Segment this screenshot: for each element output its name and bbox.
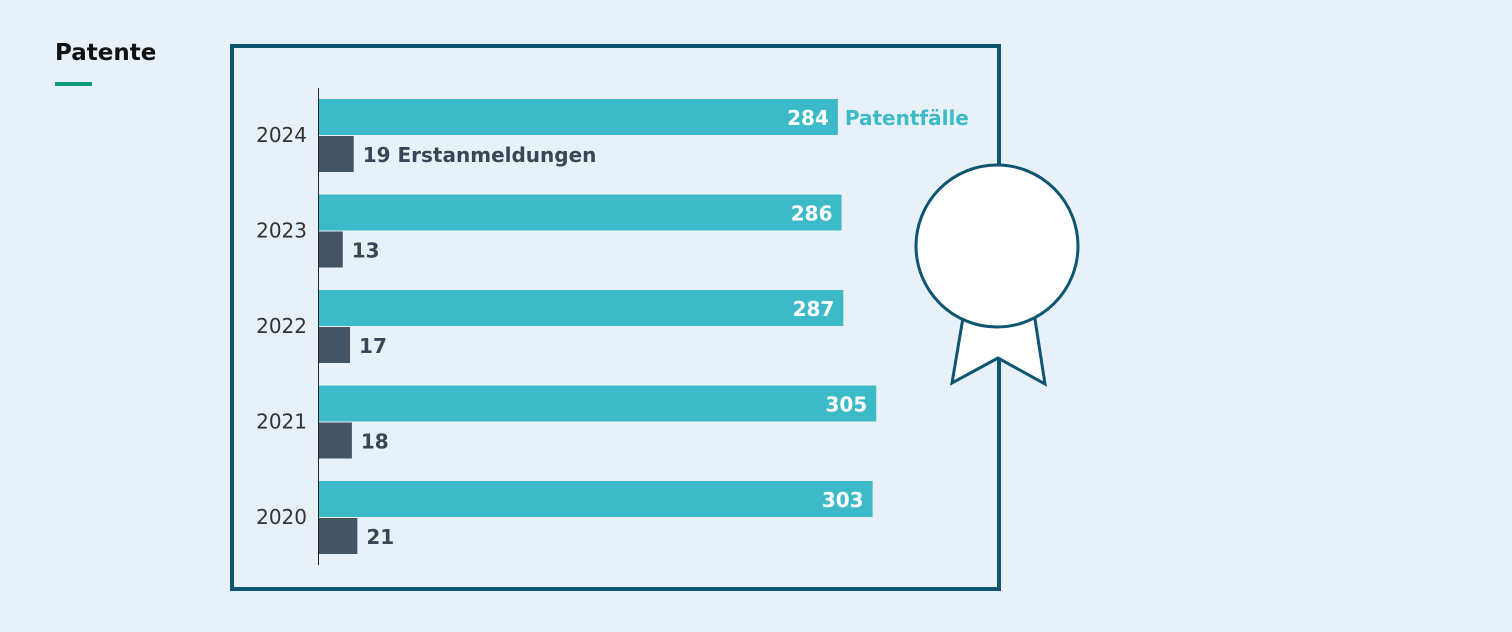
page-title: Patente (55, 40, 157, 66)
first-filing-value-label: 17 (359, 334, 387, 358)
first-filing-bar (319, 231, 343, 268)
patent-value-label: 286 (791, 202, 833, 226)
first-filing-bar (319, 422, 352, 459)
first-filing-value-label: 19 Erstanmeldungen (363, 143, 597, 167)
patent-value-label: 287 (793, 297, 835, 321)
first-filing-value-label: 18 (361, 430, 389, 454)
year-label: 2024 (256, 123, 307, 147)
year-label: 2022 (256, 314, 307, 338)
first-filing-value-label: 21 (366, 525, 394, 549)
first-filing-bar (319, 136, 354, 172)
patent-series-label: Patentfälle (845, 106, 969, 130)
year-label: 2021 (256, 410, 307, 434)
patent-value-label: 303 (822, 488, 864, 512)
first-filing-value-label: 13 (352, 239, 380, 263)
year-label: 2020 (256, 505, 307, 529)
patent-bar (319, 290, 844, 326)
patent-bar (319, 385, 877, 422)
year-label: 2023 (256, 219, 307, 243)
patent-bar (319, 481, 873, 517)
award-rosette-icon (914, 163, 1080, 387)
patent-bar (319, 99, 838, 135)
bars-layer: 2024 284 19 Erstanmeldungen Patentfälle 2023… (256, 99, 969, 554)
first-filing-bar (319, 327, 351, 363)
patent-bar (319, 194, 842, 231)
title-underline (55, 82, 92, 86)
first-filing-bar (319, 518, 358, 554)
patent-value-label: 305 (825, 393, 867, 417)
patent-value-label: 284 (787, 106, 829, 130)
